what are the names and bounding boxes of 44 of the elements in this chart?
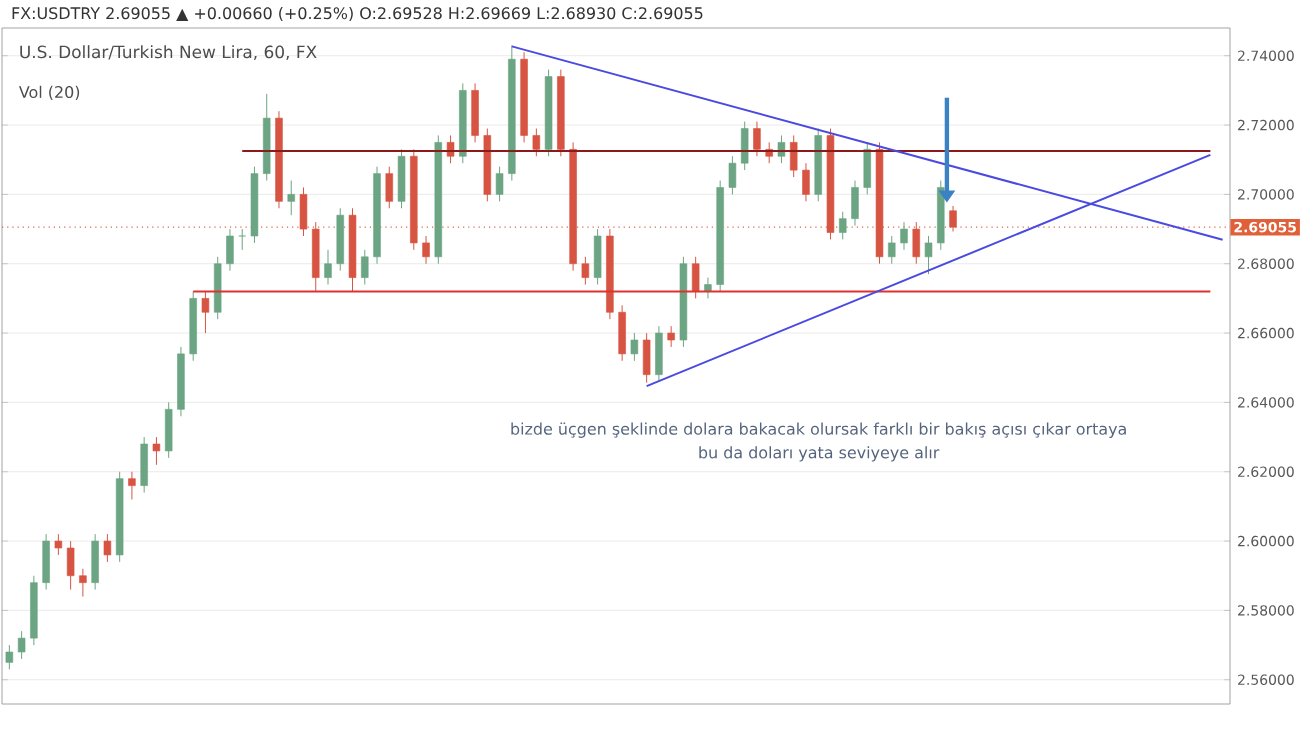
candlestick (140, 436, 148, 494)
candlestick (164, 401, 173, 459)
candlestick (888, 235, 896, 265)
candlestick (54, 533, 63, 556)
text: U.S. Dollar/Turkish New Lira, 60, FX (20, 45, 317, 61)
candlestick (642, 332, 651, 384)
candlestick (324, 249, 332, 286)
candlestick (924, 235, 933, 275)
candlestick (238, 228, 246, 251)
candlestick (863, 141, 871, 195)
candlestick (201, 290, 210, 334)
candlestick (42, 533, 50, 591)
candlestick (226, 228, 234, 272)
candlestick (79, 568, 87, 598)
candlestick (691, 256, 700, 299)
candlestick (753, 121, 761, 157)
candlestick (103, 533, 112, 563)
candlestick (397, 148, 406, 209)
candlestick (839, 211, 847, 240)
candlestick (630, 332, 639, 362)
candlestick (851, 180, 859, 227)
candlestick (789, 134, 798, 178)
candlestick (728, 155, 737, 195)
candlestick (361, 249, 369, 286)
candlestick (495, 166, 504, 202)
candlestick (385, 166, 393, 209)
candlestick (667, 325, 675, 348)
candlestick (655, 325, 663, 383)
candlestick (471, 82, 479, 143)
candlestick (5, 644, 14, 670)
candlestick (17, 630, 26, 660)
candlestick (91, 533, 99, 591)
candlestick (740, 121, 749, 171)
candlestick (287, 180, 295, 216)
candlestick (900, 221, 908, 251)
candlestick (128, 471, 136, 500)
candlestick (593, 228, 602, 286)
candlestick (422, 235, 430, 265)
candlestick (532, 128, 541, 157)
candlestick (618, 304, 626, 362)
candlestick (152, 436, 161, 466)
candlestick (66, 540, 75, 591)
candlestick (581, 256, 590, 286)
candlestick (802, 162, 810, 202)
